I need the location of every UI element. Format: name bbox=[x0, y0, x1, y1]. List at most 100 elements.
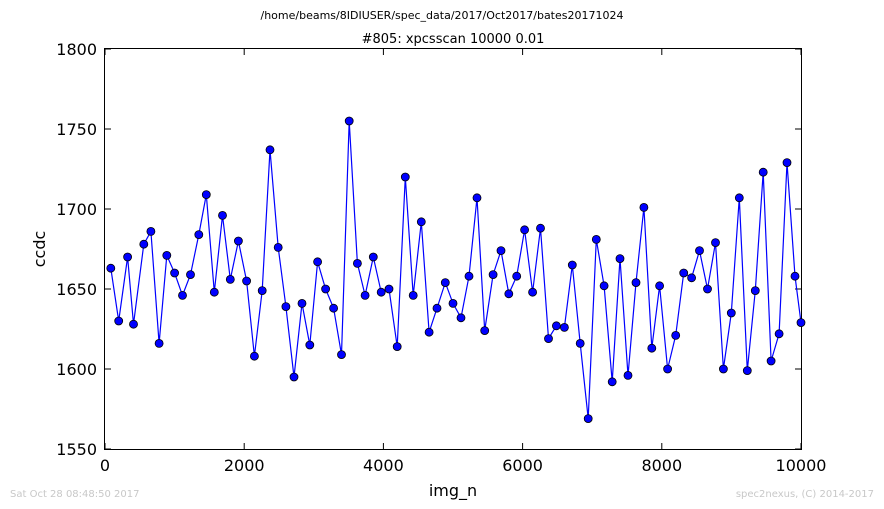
data-point bbox=[750, 286, 760, 296]
x-tick-label: 4000 bbox=[363, 456, 404, 475]
footer-timestamp: Sat Oct 28 08:48:50 2017 bbox=[10, 489, 140, 500]
data-point bbox=[599, 281, 609, 291]
data-point bbox=[384, 284, 394, 294]
data-point bbox=[575, 338, 585, 348]
data-point bbox=[615, 254, 625, 264]
data-point bbox=[337, 350, 346, 360]
data-point bbox=[639, 202, 649, 212]
footer-credit: spec2nexus, (C) 2014-2017 bbox=[736, 489, 874, 500]
data-point bbox=[448, 298, 458, 308]
data-point bbox=[360, 290, 370, 300]
y-tick-label: 1600 bbox=[56, 360, 97, 379]
data-point bbox=[376, 287, 386, 297]
data-point bbox=[655, 281, 664, 291]
data-point bbox=[139, 239, 149, 249]
data-point bbox=[186, 270, 195, 280]
data-point bbox=[424, 327, 434, 337]
data-point bbox=[544, 334, 553, 344]
y-tick-label: 1650 bbox=[56, 280, 97, 299]
x-tick-label: 8000 bbox=[641, 456, 682, 475]
data-point bbox=[344, 116, 354, 126]
data-point bbox=[552, 321, 561, 331]
series-markers bbox=[106, 116, 806, 424]
y-tick-label: 1550 bbox=[56, 440, 97, 459]
y-axis-ticks: 1550 1600 1650 1700 1750 1800 bbox=[56, 40, 801, 459]
data-point bbox=[432, 303, 442, 313]
data-point bbox=[194, 230, 204, 240]
data-point bbox=[368, 252, 378, 262]
data-point bbox=[289, 372, 299, 382]
data-point bbox=[440, 278, 450, 288]
data-point bbox=[265, 145, 275, 155]
data-point bbox=[297, 298, 307, 308]
data-point bbox=[679, 268, 689, 278]
data-point bbox=[129, 319, 138, 329]
data-point bbox=[225, 274, 235, 284]
data-point bbox=[758, 167, 768, 177]
data-point bbox=[671, 330, 681, 340]
x-tick-label: 0 bbox=[100, 456, 110, 475]
file-path-title: /home/beams/8IDIUSER/spec_data/2017/Oct2… bbox=[261, 9, 624, 22]
x-tick-label: 10000 bbox=[776, 456, 827, 475]
data-point bbox=[687, 273, 696, 283]
data-point bbox=[726, 308, 736, 318]
data-point bbox=[512, 271, 522, 281]
data-point bbox=[201, 190, 211, 200]
y-tick-label: 1750 bbox=[56, 120, 97, 139]
data-point bbox=[496, 246, 506, 256]
data-point bbox=[392, 342, 402, 352]
data-point bbox=[456, 313, 466, 323]
chart-title: #805: xpcsscan 10000 0.01 bbox=[362, 32, 545, 47]
data-point bbox=[583, 414, 593, 424]
data-point bbox=[567, 260, 577, 270]
x-axis-label: img_n bbox=[429, 481, 477, 501]
data-point bbox=[591, 234, 601, 244]
data-point bbox=[257, 286, 267, 296]
data-point bbox=[249, 351, 259, 361]
data-point bbox=[528, 287, 537, 297]
data-point bbox=[162, 250, 172, 260]
data-point bbox=[623, 370, 633, 380]
data-point bbox=[114, 316, 124, 326]
data-point bbox=[647, 343, 657, 353]
x-tick-label: 2000 bbox=[224, 456, 265, 475]
data-point bbox=[631, 278, 641, 288]
data-point bbox=[408, 290, 418, 300]
plot-area bbox=[104, 48, 802, 450]
data-point bbox=[464, 271, 474, 281]
data-point bbox=[790, 271, 800, 281]
y-tick-label: 1800 bbox=[56, 40, 97, 59]
data-point bbox=[796, 318, 806, 328]
x-tick-label: 6000 bbox=[502, 456, 543, 475]
data-point bbox=[607, 377, 617, 387]
data-point bbox=[218, 210, 227, 220]
data-point bbox=[703, 284, 712, 294]
data-point bbox=[352, 258, 362, 268]
data-point bbox=[742, 366, 752, 376]
data-point bbox=[106, 263, 116, 273]
data-point bbox=[400, 172, 410, 182]
data-point bbox=[719, 364, 728, 374]
data-point bbox=[536, 223, 545, 233]
data-point bbox=[560, 322, 569, 332]
data-point bbox=[242, 276, 252, 286]
data-point bbox=[123, 252, 132, 262]
data-point bbox=[209, 287, 219, 297]
data-point bbox=[766, 356, 776, 366]
data-point bbox=[416, 217, 426, 227]
data-point bbox=[520, 225, 529, 235]
data-point bbox=[329, 303, 339, 313]
y-axis-label: ccdc bbox=[30, 231, 49, 268]
data-point bbox=[480, 326, 490, 336]
data-point bbox=[154, 338, 164, 348]
data-point bbox=[273, 242, 283, 252]
data-point bbox=[170, 268, 180, 278]
data-point bbox=[321, 284, 331, 294]
data-point bbox=[472, 193, 482, 203]
data-point bbox=[782, 158, 792, 168]
data-point bbox=[281, 302, 291, 312]
data-point bbox=[488, 270, 498, 280]
data-point bbox=[695, 246, 704, 256]
data-point bbox=[663, 364, 672, 374]
